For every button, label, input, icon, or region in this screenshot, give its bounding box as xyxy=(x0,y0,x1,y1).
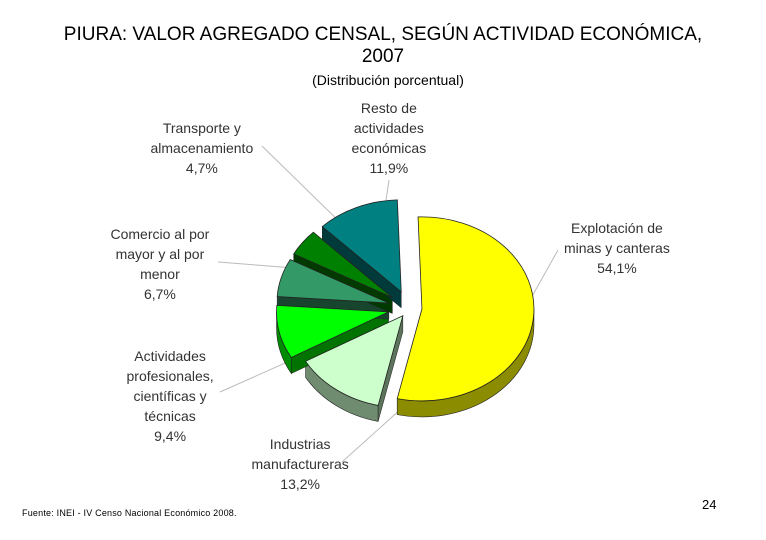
slice-label-professional: Actividades profesionales, científicas y… xyxy=(127,346,214,446)
pie-slice-mining xyxy=(396,216,535,402)
slice-label-name: Actividades profesionales, científicas y… xyxy=(126,348,214,424)
slice-label-value: 11,9% xyxy=(369,160,409,176)
slice-label-manufacturing: Industrias manufactureras 13,2% xyxy=(252,434,349,494)
slice-label-name: Explotación de minas y canteras xyxy=(564,220,670,256)
source-note: Fuente: INEI - IV Censo Nacional Económi… xyxy=(22,508,237,518)
slice-label-other: Resto de actividades económicas 11,9% xyxy=(352,98,427,178)
chart-title: PIURA: VALOR AGREGADO CENSAL, SEGÚN ACTI… xyxy=(0,24,766,68)
slice-label-value: 13,2% xyxy=(280,476,320,492)
slice-label-value: 9,4% xyxy=(154,428,187,444)
slice-label-name: Industrias manufactureras xyxy=(251,436,349,472)
pie-slice-manufacturing xyxy=(304,314,404,406)
chart-title-line-2: 2007 xyxy=(361,46,405,67)
slice-label-name: Resto de actividades económicas xyxy=(351,100,427,156)
slice-label-value: 6,7% xyxy=(143,286,176,302)
leader-line-mining xyxy=(529,249,559,301)
slice-label-value: 4,7% xyxy=(185,160,218,176)
page-number: 24 xyxy=(702,497,717,512)
pie-slice-commerce xyxy=(276,259,390,304)
slice-label-name: Comercio al por mayor y al por menor xyxy=(110,226,210,282)
pie-slices xyxy=(276,199,535,406)
slice-label-transport: Transporte y almacenamiento 4,7% xyxy=(151,118,254,178)
slice-label-name: Transporte y almacenamiento xyxy=(150,120,254,156)
chart-title-line-1: PIURA: VALOR AGREGADO CENSAL, SEGÚN ACTI… xyxy=(63,24,703,45)
chart-subtitle: (Distribución porcentual) xyxy=(312,72,464,88)
slice-label-value: 54,1% xyxy=(597,260,637,276)
slice-label-commerce: Comercio al por mayor y al por menor 6,7% xyxy=(111,224,210,304)
pie-slice-other xyxy=(321,199,402,293)
pie-slice-professional xyxy=(276,304,389,359)
pie-slice-transport xyxy=(293,231,393,298)
leader-line-manufacturing xyxy=(341,407,403,463)
slice-label-mining: Explotación de minas y canteras 54,1% xyxy=(564,218,670,278)
